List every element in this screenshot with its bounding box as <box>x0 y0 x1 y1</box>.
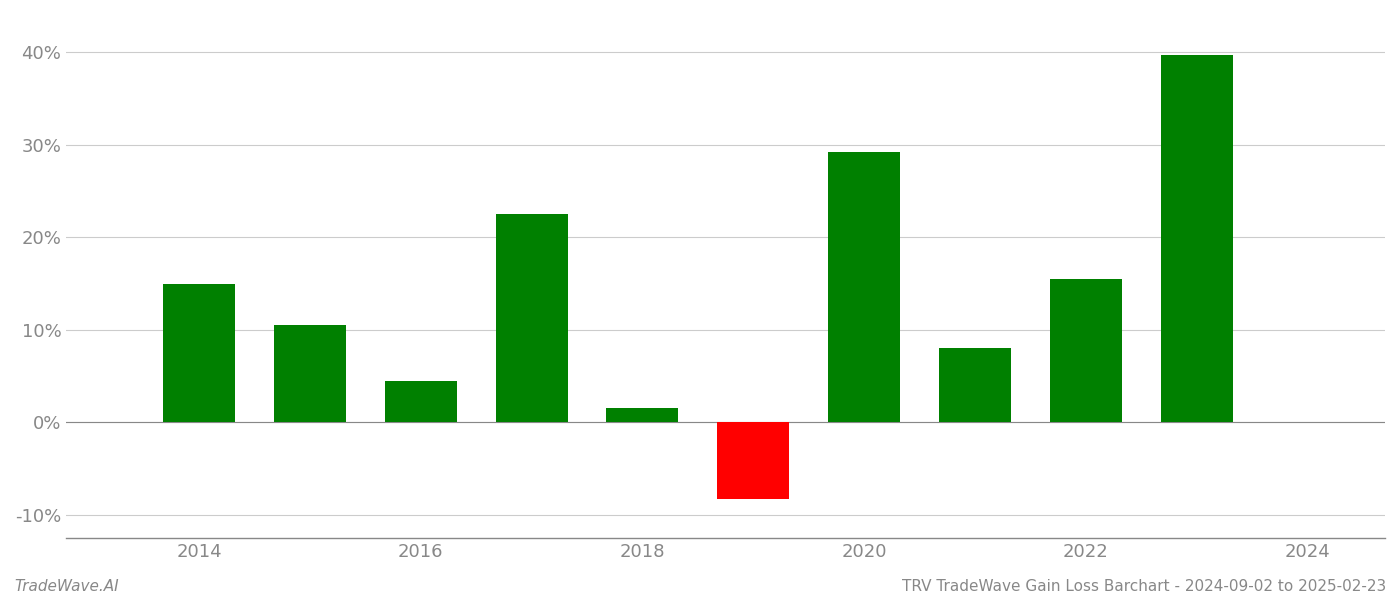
Text: TRV TradeWave Gain Loss Barchart - 2024-09-02 to 2025-02-23: TRV TradeWave Gain Loss Barchart - 2024-… <box>902 579 1386 594</box>
Bar <box>717 422 790 499</box>
Bar <box>939 349 1011 422</box>
Bar <box>1161 55 1232 422</box>
Bar <box>1050 279 1121 422</box>
Bar <box>827 152 900 422</box>
Text: TradeWave.AI: TradeWave.AI <box>14 579 119 594</box>
Bar <box>274 325 346 422</box>
Bar <box>162 284 235 422</box>
Bar <box>606 407 679 422</box>
Bar <box>496 214 567 422</box>
Bar <box>385 381 456 422</box>
